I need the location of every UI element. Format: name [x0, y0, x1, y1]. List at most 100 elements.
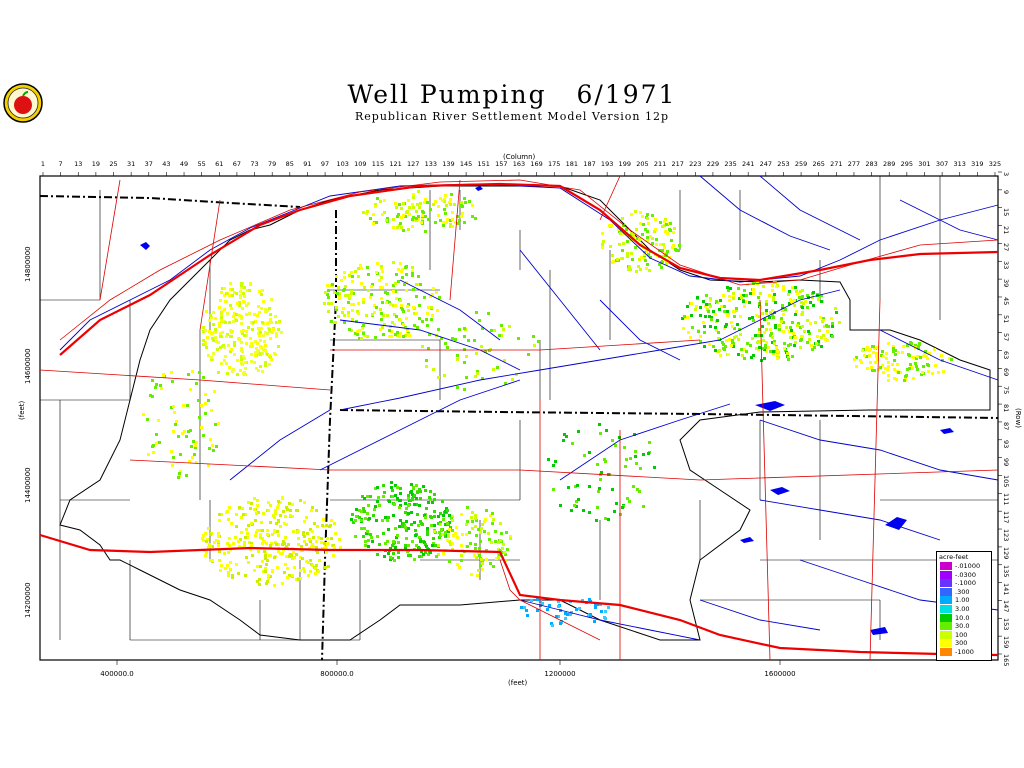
pumping-cell — [221, 310, 224, 313]
legend-swatch — [940, 630, 952, 639]
pumping-cell — [449, 543, 452, 546]
pumping-cell — [149, 394, 152, 397]
pumping-cell — [811, 296, 814, 299]
pumping-cell — [547, 458, 550, 461]
pumping-cell — [491, 522, 494, 525]
pumping-cell — [942, 370, 945, 373]
pumping-cell — [570, 509, 573, 512]
pumping-cell — [876, 346, 879, 349]
legend-item: 30.0 — [940, 622, 969, 631]
pumping-cell — [299, 569, 302, 572]
pumping-cell — [364, 517, 367, 520]
pumping-cell — [431, 293, 434, 296]
pumping-cell — [269, 504, 272, 507]
pumping-cell — [552, 464, 555, 467]
pumping-cell — [249, 548, 252, 551]
pumping-cell — [634, 455, 637, 458]
pumping-cell — [838, 321, 841, 324]
pumping-cell — [324, 566, 327, 569]
legend-item: .300 — [940, 587, 969, 596]
pumping-cell — [893, 359, 896, 362]
pumping-cell — [762, 285, 765, 288]
pumping-cell — [426, 529, 429, 532]
pumping-cell — [263, 540, 266, 543]
pumping-cell — [870, 366, 873, 369]
pumping-cell — [242, 300, 245, 303]
pumping-cell — [394, 494, 397, 497]
pumping-cell — [751, 316, 754, 319]
pumping-cell — [808, 338, 811, 341]
pumping-cell — [502, 328, 505, 331]
pumping-cell — [274, 509, 277, 512]
pumping-cell — [192, 440, 195, 443]
pumping-cell — [554, 460, 557, 463]
pumping-cell — [551, 624, 554, 627]
pumping-cell — [430, 306, 433, 309]
pumping-cell — [241, 332, 244, 335]
pumping-cell — [284, 536, 287, 539]
pumping-cell — [307, 561, 310, 564]
pumping-cell — [228, 506, 231, 509]
pumping-cell — [261, 289, 264, 292]
pumping-cell — [666, 250, 669, 253]
pumping-cell — [859, 359, 862, 362]
pumping-cell — [882, 355, 885, 358]
pumping-cell — [460, 204, 463, 207]
pumping-cell — [654, 228, 657, 231]
pumping-cell — [794, 286, 797, 289]
pumping-cell — [217, 535, 220, 538]
pumping-cell — [314, 572, 317, 575]
pumping-cell — [254, 351, 257, 354]
pumping-cell — [275, 332, 278, 335]
pumping-cell — [375, 306, 378, 309]
pumping-cell — [697, 330, 700, 333]
pumping-cell — [407, 512, 410, 515]
pumping-cell — [463, 348, 466, 351]
pumping-cell — [588, 485, 591, 488]
pumping-cell — [381, 301, 384, 304]
pumping-cell — [297, 537, 300, 540]
pumping-cell — [894, 353, 897, 356]
pumping-cell — [400, 270, 403, 273]
pumping-cell — [333, 291, 336, 294]
pumping-cell — [297, 543, 300, 546]
pumping-cell — [821, 320, 824, 323]
pumping-cell — [386, 519, 389, 522]
pumping-cell — [765, 309, 768, 312]
pumping-cell — [743, 305, 746, 308]
pumping-cell — [801, 313, 804, 316]
pumping-cell — [411, 225, 414, 228]
pumping-cell — [202, 534, 205, 537]
pumping-cell — [441, 500, 444, 503]
column-label: 283 — [865, 160, 878, 168]
pumping-cell — [673, 227, 676, 230]
pumping-cell — [623, 446, 626, 449]
pumping-cell — [362, 298, 365, 301]
pumping-cell — [356, 310, 359, 313]
pumping-cell — [258, 578, 261, 581]
pumping-cell — [914, 344, 917, 347]
column-label: 199 — [618, 160, 631, 168]
pumping-cell — [412, 288, 415, 291]
pumping-cell — [446, 346, 449, 349]
pumping-cell — [509, 537, 512, 540]
pumping-cell — [315, 509, 318, 512]
pumping-cell — [495, 557, 498, 560]
pumping-cell — [257, 550, 260, 553]
pumping-cell — [311, 543, 314, 546]
pumping-cell — [796, 324, 799, 327]
pumping-cell — [170, 406, 173, 409]
pumping-cell — [589, 613, 592, 616]
pumping-cell — [485, 509, 488, 512]
pumping-cell — [464, 201, 467, 204]
pumping-cell — [769, 328, 772, 331]
pumping-cell — [451, 529, 454, 532]
pumping-cell — [499, 539, 502, 542]
pumping-cell — [223, 308, 226, 311]
pumping-cell — [355, 320, 358, 323]
pumping-cell — [831, 335, 834, 338]
pumping-cell — [663, 224, 666, 227]
pumping-cell — [781, 309, 784, 312]
pumping-cell — [573, 504, 576, 507]
